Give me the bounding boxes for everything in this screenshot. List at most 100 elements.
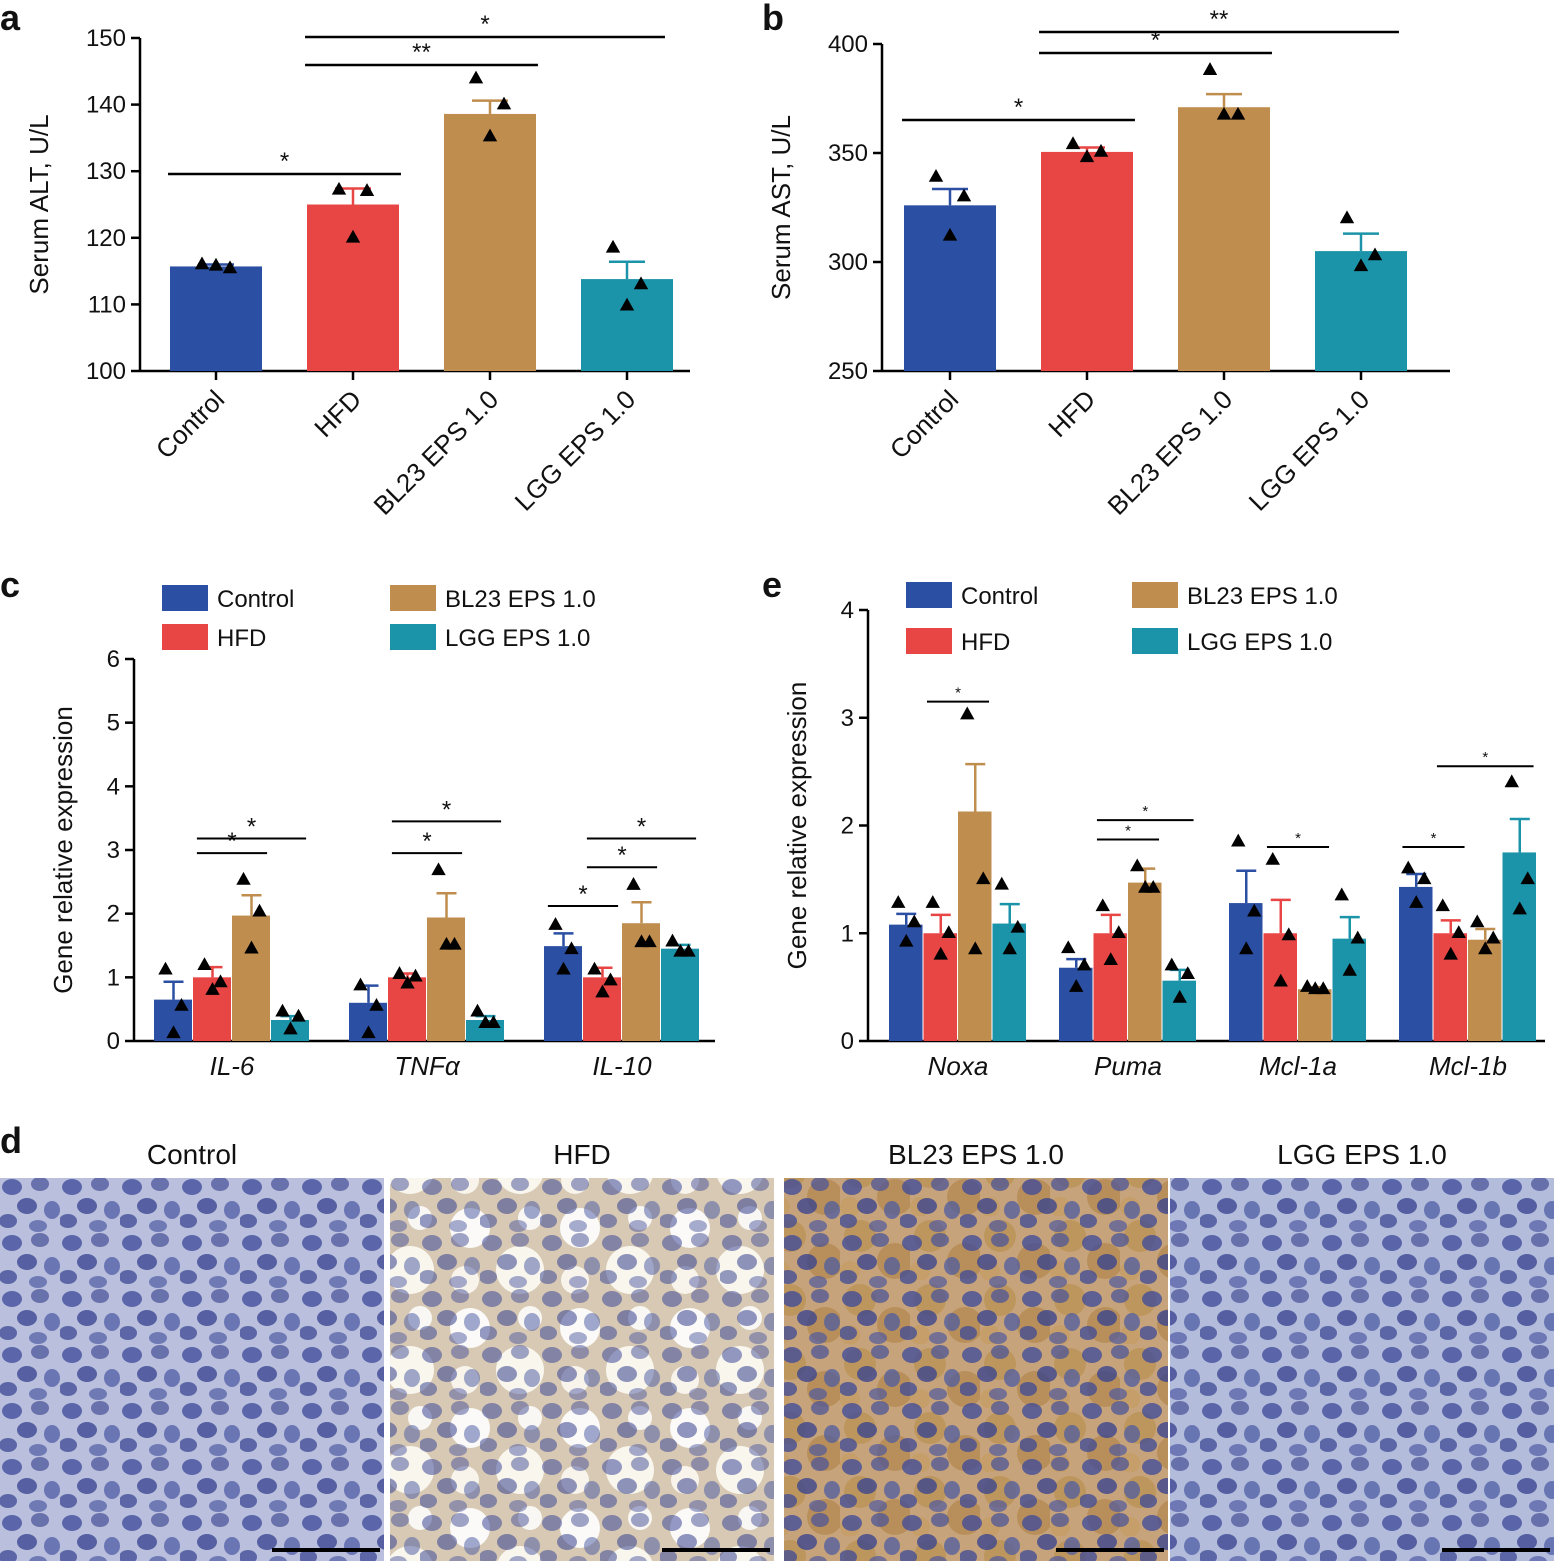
scale-bar [662, 1548, 770, 1552]
legend-label: LGG EPS 1.0 [445, 625, 590, 652]
data-point [1231, 833, 1246, 847]
significance-label: ** [412, 39, 431, 66]
data-point [369, 997, 384, 1011]
bar [1059, 967, 1093, 1041]
y-tick-label: 5 [107, 710, 120, 737]
y-tick-label: 300 [828, 249, 868, 276]
data-point [899, 933, 914, 947]
x-category-label: Control [884, 384, 964, 464]
x-category-label: Puma [1094, 1051, 1162, 1081]
data-point [1350, 930, 1365, 944]
bar [1093, 933, 1127, 1041]
data-point [1308, 981, 1323, 995]
panel-b-ast-chart: 250 300 350 400 Serum AST, U/L Control HFD BL23… [766, 6, 1450, 521]
legend-swatch [162, 585, 208, 611]
data-point [925, 895, 940, 908]
y-tick-label: 0 [841, 1028, 854, 1055]
data-point [1339, 210, 1355, 224]
data-point [1111, 925, 1126, 939]
y-tick-label: 250 [828, 358, 868, 385]
y-tick-label: 2 [841, 813, 854, 840]
x-category-label: IL-6 [210, 1051, 255, 1081]
significance-label: * [578, 881, 587, 908]
data-point [1093, 143, 1109, 157]
legend-label: Control [961, 583, 1038, 610]
x-category-label: BL23 EPS 1.0 [368, 384, 505, 521]
data-point [439, 936, 454, 950]
data-point [1138, 879, 1153, 893]
data-point [1130, 858, 1145, 872]
bar [1263, 933, 1297, 1041]
data-point [1281, 927, 1296, 941]
data-point [1409, 895, 1424, 908]
data-point [331, 181, 347, 195]
micrograph-title: LGG EPS 1.0 [1277, 1139, 1447, 1170]
data-point [626, 877, 641, 890]
legend-swatch [906, 582, 952, 608]
scale-bar [1442, 1548, 1550, 1552]
micrograph-title: Control [147, 1139, 237, 1170]
x-category-label: Noxa [928, 1051, 989, 1081]
data-point [1520, 871, 1535, 885]
data-point [1512, 901, 1527, 915]
data-point [605, 239, 621, 253]
bar [1468, 939, 1502, 1041]
data-point [587, 961, 602, 975]
data-point [361, 1025, 376, 1039]
y-tick-label: 110 [88, 291, 126, 318]
data-point [205, 982, 220, 995]
x-category-label: Control [150, 384, 230, 464]
data-point [283, 1021, 298, 1035]
data-point [1010, 919, 1025, 933]
data-point [956, 188, 972, 202]
legend-label: BL23 EPS 1.0 [445, 586, 596, 613]
bar [661, 948, 699, 1041]
data-point [976, 871, 991, 885]
bar [444, 113, 536, 371]
data-point [197, 957, 212, 971]
panel-d-micrographs: Control HFD BL23 EPS 1.0 LGG EPS 1.0 [0, 1139, 1554, 1561]
significance-label: * [422, 828, 431, 855]
significance-label: ** [1210, 6, 1229, 33]
data-point [564, 941, 579, 955]
bar [307, 204, 399, 371]
data-point [942, 227, 958, 241]
micrograph-title: HFD [553, 1139, 611, 1170]
data-point [1230, 106, 1246, 120]
nuclei-overlay [1170, 1178, 1554, 1561]
y-axis-label: Gene relative expression [48, 706, 78, 994]
significance-label: * [1014, 94, 1023, 121]
data-point [1451, 925, 1466, 939]
panel-letter-b: b [762, 0, 784, 38]
significance-label: * [480, 11, 489, 38]
data-point [994, 876, 1009, 890]
data-point [1164, 957, 1179, 971]
data-point [1401, 860, 1416, 874]
y-tick-label: 2 [107, 901, 120, 928]
data-point [408, 968, 423, 982]
data-point [1103, 952, 1118, 965]
panel-letter-c: c [0, 564, 20, 605]
data-point [158, 961, 173, 975]
data-point [208, 257, 224, 271]
y-tick-label: 350 [828, 140, 868, 167]
legend-swatch [906, 628, 952, 654]
data-point [1265, 851, 1280, 865]
data-point [345, 229, 361, 243]
bar [427, 917, 465, 1041]
data-point [468, 70, 484, 84]
bar [1178, 107, 1270, 371]
data-point [174, 997, 189, 1011]
bar [1128, 882, 1162, 1041]
data-point [548, 917, 563, 930]
significance-label: * [280, 148, 289, 175]
data-point [213, 974, 228, 988]
data-point [291, 1008, 306, 1022]
y-tick-label: 1 [841, 920, 854, 947]
data-point [907, 914, 922, 928]
data-point [1342, 962, 1357, 976]
bar [544, 946, 582, 1041]
y-axis-label: Serum ALT, U/L [24, 114, 54, 294]
panel-letter-d: d [0, 1120, 22, 1161]
data-point [359, 183, 375, 196]
